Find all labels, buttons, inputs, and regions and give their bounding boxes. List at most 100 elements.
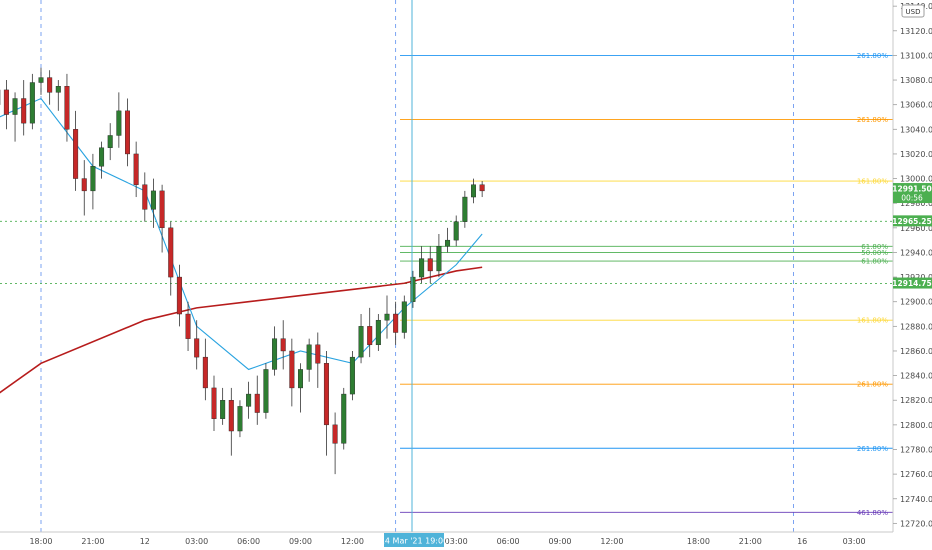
price-tag-sublabel: 00:56 bbox=[901, 194, 923, 203]
price-axis-tick-label: 12720.00 bbox=[900, 519, 932, 528]
candle-body bbox=[436, 246, 442, 272]
candle-body bbox=[349, 356, 355, 395]
price-axis-tick-label: 12960.00 bbox=[900, 224, 932, 233]
time-axis-tick-label: 12:00 bbox=[341, 537, 364, 546]
price-axis-tick-label: 12860.00 bbox=[900, 347, 932, 356]
time-axis-highlight-box bbox=[384, 533, 444, 547]
price-axis-tick-label: 12940.00 bbox=[900, 248, 932, 257]
candle-body bbox=[462, 196, 468, 222]
price-axis-background bbox=[893, 0, 932, 532]
fib-level-label: 50.00% bbox=[861, 249, 888, 257]
price-tag-box bbox=[893, 277, 932, 289]
candle-body bbox=[401, 301, 407, 333]
candle-body bbox=[237, 406, 243, 432]
fib-level-label: 261.80% bbox=[857, 116, 888, 124]
time-axis-tick-label: 06:00 bbox=[237, 537, 260, 546]
candle-body bbox=[55, 86, 61, 93]
candle-body bbox=[12, 98, 18, 115]
candle-body bbox=[384, 313, 390, 321]
price-tag-box bbox=[893, 215, 932, 227]
candle-body bbox=[289, 350, 295, 389]
candle-body bbox=[81, 178, 87, 192]
candle-body bbox=[453, 221, 459, 241]
time-axis-tick-label: 18:00 bbox=[29, 537, 52, 546]
candle-body bbox=[272, 338, 278, 370]
currency-button[interactable]: USD bbox=[901, 4, 925, 18]
price-axis-tick-label: 12840.00 bbox=[900, 372, 932, 381]
price-axis-tick-label: 12980.00 bbox=[900, 199, 932, 208]
time-axis-crosshair-label: 14 Mar '21 19:00 bbox=[380, 533, 448, 547]
time-axis-tick-label: 09:00 bbox=[289, 537, 312, 546]
candle-body bbox=[410, 276, 416, 302]
candle-body bbox=[220, 400, 226, 419]
price-tag-label: 12991.50 bbox=[892, 185, 931, 194]
time-axis-tick-label: 18:00 bbox=[687, 537, 710, 546]
candle-body bbox=[73, 129, 79, 179]
candle-body bbox=[176, 276, 182, 315]
candle-body bbox=[194, 338, 200, 358]
price-axis-tick-label: 12880.00 bbox=[900, 322, 932, 331]
price-axis-ticks: 12720.00 12740.00 12760.00 12780.00 12800.00… bbox=[893, 2, 932, 528]
horizontal-price-lines bbox=[0, 220, 893, 284]
fib-level-label: 261.80% bbox=[857, 52, 888, 60]
candle-body bbox=[471, 184, 477, 198]
price-axis-tick-label: 13060.00 bbox=[900, 101, 932, 110]
candle-body bbox=[306, 344, 312, 370]
time-axis[interactable]: 18:0021:001203:0006:0009:0012:001503:000… bbox=[0, 531, 932, 550]
candle-body bbox=[124, 110, 130, 155]
time-axis-highlight-label: 14 Mar '21 19:00 bbox=[380, 537, 448, 546]
fib-level-label: 461.80% bbox=[857, 509, 888, 517]
time-axis-tick-label: 09:00 bbox=[548, 537, 571, 546]
candle-body bbox=[185, 313, 191, 339]
candle-body bbox=[298, 369, 304, 389]
price-axis-tick-label: 12740.00 bbox=[900, 495, 932, 504]
candle-body bbox=[332, 424, 338, 444]
fib-level-label: 61.80% bbox=[861, 243, 888, 251]
time-axis-tick-label: 03:00 bbox=[185, 537, 208, 546]
candle-body bbox=[150, 190, 156, 210]
candle-body bbox=[99, 147, 105, 167]
candle-body bbox=[419, 258, 425, 278]
price-tag-box bbox=[893, 183, 932, 204]
price-axis-tick-label: 13020.00 bbox=[900, 150, 932, 159]
candle-body bbox=[133, 153, 139, 185]
price-axis-tick-label: 12820.00 bbox=[900, 396, 932, 405]
price-axis-tick-label: 13080.00 bbox=[900, 76, 932, 85]
price-axis-tick-label: 12800.00 bbox=[900, 421, 932, 430]
time-axis-background bbox=[0, 532, 932, 550]
time-axis-tick-label: 06:00 bbox=[497, 537, 520, 546]
candle-body bbox=[168, 227, 174, 278]
candle-body bbox=[393, 313, 399, 333]
time-axis-tick-label: 21:00 bbox=[81, 537, 104, 546]
candle-body bbox=[21, 98, 27, 124]
candle-body bbox=[38, 77, 44, 83]
candle-body bbox=[116, 110, 122, 136]
candles bbox=[0, 67, 485, 475]
fib-level-label: 161.80% bbox=[857, 178, 888, 186]
candle-body bbox=[367, 326, 373, 346]
candle-body bbox=[358, 326, 364, 358]
price-axis[interactable]: 12720.00 12740.00 12760.00 12780.00 12800.00… bbox=[892, 0, 932, 532]
price-axis-tick-label: 12900.00 bbox=[900, 298, 932, 307]
price-axis-tick-label: 13120.00 bbox=[900, 27, 932, 36]
currency-label: USD bbox=[906, 8, 921, 16]
candle-body bbox=[159, 190, 165, 229]
price-axis-tick-label: 13000.00 bbox=[900, 175, 932, 184]
price-axis-tick-label: 12760.00 bbox=[900, 470, 932, 479]
fib-level-label: 261.80% bbox=[857, 445, 888, 453]
candle-body bbox=[280, 338, 286, 352]
candle-body bbox=[427, 258, 433, 272]
candle-body bbox=[323, 363, 329, 426]
time-axis-tick-label: 03:00 bbox=[843, 537, 866, 546]
candle-body bbox=[3, 89, 9, 115]
fib-level-label: 161.80% bbox=[857, 317, 888, 325]
time-axis-tick-label: 21:00 bbox=[739, 537, 762, 546]
candle-body bbox=[211, 387, 217, 419]
candle-body bbox=[107, 135, 113, 148]
candle-body bbox=[142, 184, 148, 210]
candle-body bbox=[263, 369, 269, 413]
price-axis-tick-label: 13040.00 bbox=[900, 125, 932, 134]
